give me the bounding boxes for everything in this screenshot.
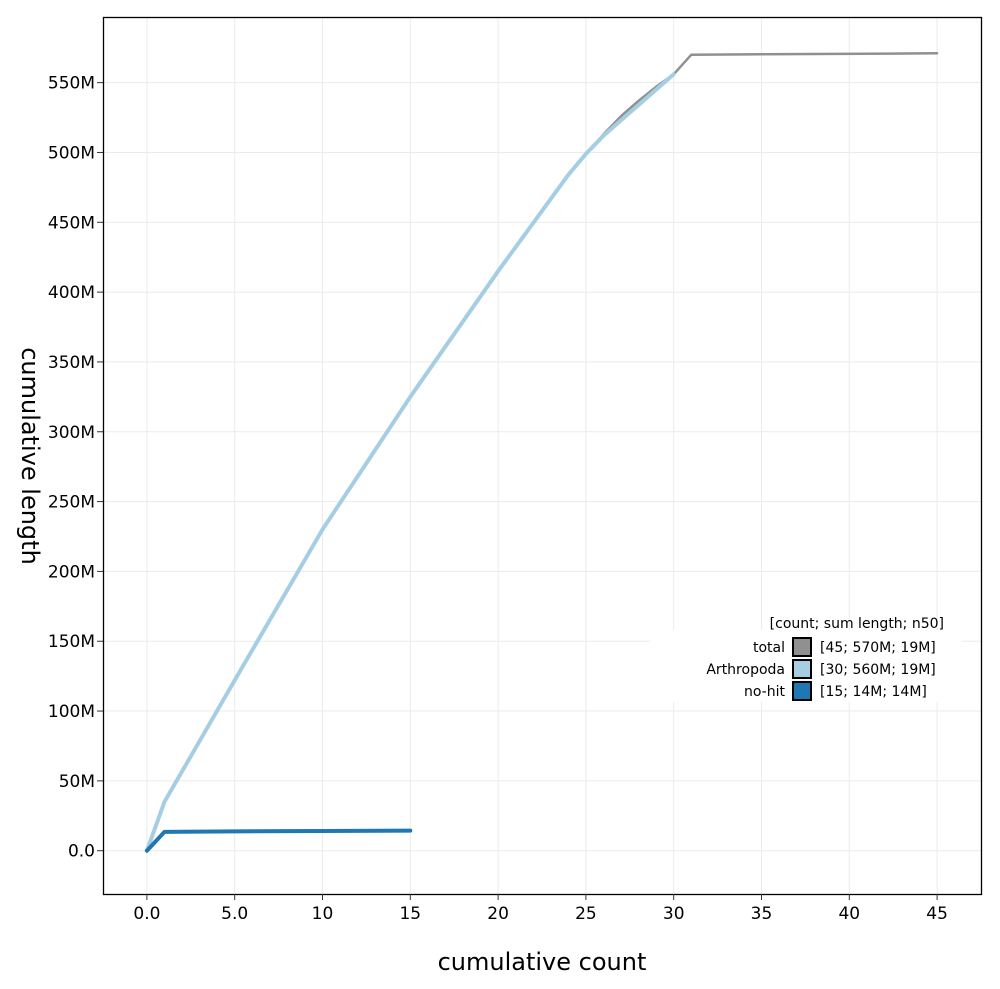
plot-border <box>102 16 983 896</box>
y-tick-label: 500M <box>48 143 95 163</box>
legend-stats: [45; 570M; 19M] <box>820 640 936 656</box>
x-tick-label: 5.0 <box>221 904 248 924</box>
y-tick-label: 400M <box>48 283 95 303</box>
x-tick-label: 25 <box>575 904 597 924</box>
y-tick-label: 300M <box>48 423 95 443</box>
y-tick-label: 550M <box>48 74 95 94</box>
x-tick-label: 20 <box>487 904 509 924</box>
legend-stats: [15; 14M; 14M] <box>820 684 927 700</box>
x-axis-title: cumulative count <box>438 948 647 976</box>
y-tick-label: 250M <box>48 493 95 513</box>
y-tick-label: 150M <box>48 632 95 652</box>
legend: [count; sum length; n50] total [45; 570M;… <box>650 616 962 702</box>
legend-item-no-hit: no-hit [15; 14M; 14M] <box>744 681 927 701</box>
y-tick-label: 350M <box>48 353 95 373</box>
legend-item-arthropoda: Arthropoda [30; 560M; 19M] <box>706 659 936 679</box>
y-tick-label: 50M <box>59 772 95 792</box>
x-tick-label: 10 <box>312 904 334 924</box>
x-tick-label: 35 <box>751 904 773 924</box>
legend-title: [count; sum length; n50] <box>770 616 944 632</box>
plot-panel <box>103 17 982 895</box>
legend-label: Arthropoda <box>706 662 785 678</box>
legend-stats: [30; 560M; 19M] <box>820 662 936 678</box>
y-axis: 0.0 50M 100M 150M 200M 250M 300M 350M 400M 450M 50… <box>48 74 103 862</box>
y-tick-label: 200M <box>48 562 95 582</box>
legend-item-total: total [45; 570M; 19M] <box>753 637 936 657</box>
x-axis: 0.0 5.0 10 15 20 25 30 35 40 45 <box>133 894 948 924</box>
x-tick-label: 15 <box>399 904 421 924</box>
series-line-no-hit <box>144 828 413 853</box>
legend-swatch <box>792 659 812 679</box>
y-tick-label: 0.0 <box>68 842 95 862</box>
x-tick-label: 30 <box>663 904 685 924</box>
legend-items: total [45; 570M; 19M] Arthropoda [30; 560M;… <box>706 637 936 701</box>
legend-swatch <box>792 681 812 701</box>
legend-swatch <box>792 637 812 657</box>
y-tick-label: 100M <box>48 702 95 722</box>
legend-label: total <box>753 640 785 656</box>
x-tick-label: 40 <box>838 904 860 924</box>
x-tick-label: 45 <box>926 904 948 924</box>
series-layer <box>144 52 939 853</box>
series-line-arthropoda <box>144 72 676 853</box>
gridlines <box>103 17 981 894</box>
x-tick-label: 0.0 <box>133 904 160 924</box>
legend-label: no-hit <box>744 684 786 700</box>
y-tick-label: 450M <box>48 213 95 233</box>
y-axis-title: cumulative length <box>16 347 44 565</box>
